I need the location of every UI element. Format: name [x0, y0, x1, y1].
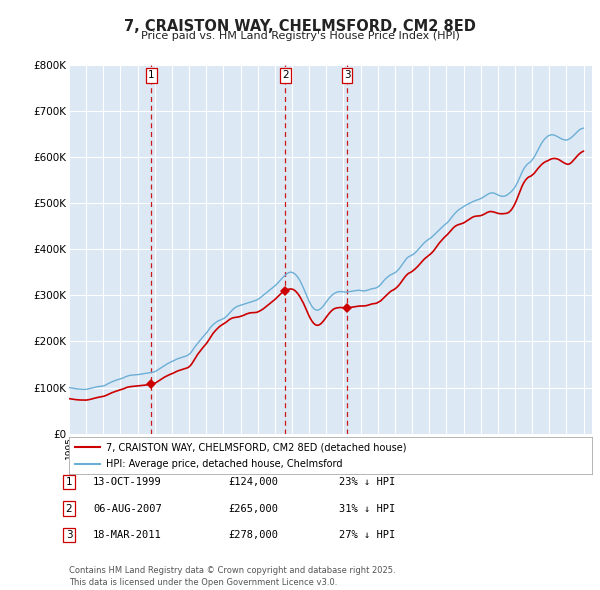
Text: Contains HM Land Registry data © Crown copyright and database right 2025.
This d: Contains HM Land Registry data © Crown c… — [69, 566, 395, 587]
Text: £124,000: £124,000 — [228, 477, 278, 487]
Text: Price paid vs. HM Land Registry's House Price Index (HPI): Price paid vs. HM Land Registry's House … — [140, 31, 460, 41]
Text: 06-AUG-2007: 06-AUG-2007 — [93, 504, 162, 513]
Text: 3: 3 — [344, 70, 350, 80]
Text: £265,000: £265,000 — [228, 504, 278, 513]
Text: £278,000: £278,000 — [228, 530, 278, 540]
Text: 31% ↓ HPI: 31% ↓ HPI — [339, 504, 395, 513]
Text: 7, CRAISTON WAY, CHELMSFORD, CM2 8ED: 7, CRAISTON WAY, CHELMSFORD, CM2 8ED — [124, 19, 476, 34]
Text: 1: 1 — [65, 477, 73, 487]
Text: 2: 2 — [282, 70, 289, 80]
Text: 13-OCT-1999: 13-OCT-1999 — [93, 477, 162, 487]
Text: 18-MAR-2011: 18-MAR-2011 — [93, 530, 162, 540]
Text: HPI: Average price, detached house, Chelmsford: HPI: Average price, detached house, Chel… — [106, 459, 342, 469]
Text: 3: 3 — [65, 530, 73, 540]
Text: 23% ↓ HPI: 23% ↓ HPI — [339, 477, 395, 487]
Text: 27% ↓ HPI: 27% ↓ HPI — [339, 530, 395, 540]
Text: 1: 1 — [148, 70, 154, 80]
Text: 7, CRAISTON WAY, CHELMSFORD, CM2 8ED (detached house): 7, CRAISTON WAY, CHELMSFORD, CM2 8ED (de… — [106, 442, 406, 453]
Text: 2: 2 — [65, 504, 73, 513]
